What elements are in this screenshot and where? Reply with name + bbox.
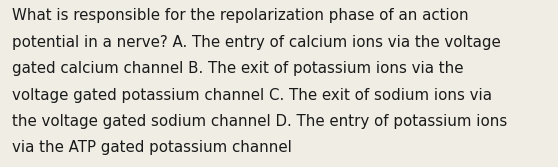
Text: gated calcium channel B. The exit of potassium ions via the: gated calcium channel B. The exit of pot… [12, 61, 464, 76]
Text: potential in a nerve? A. The entry of calcium ions via the voltage: potential in a nerve? A. The entry of ca… [12, 35, 501, 50]
Text: via the ATP gated potassium channel: via the ATP gated potassium channel [12, 140, 292, 155]
Text: What is responsible for the repolarization phase of an action: What is responsible for the repolarizati… [12, 8, 469, 23]
Text: voltage gated potassium channel C. The exit of sodium ions via: voltage gated potassium channel C. The e… [12, 88, 492, 103]
Text: the voltage gated sodium channel D. The entry of potassium ions: the voltage gated sodium channel D. The … [12, 114, 508, 129]
